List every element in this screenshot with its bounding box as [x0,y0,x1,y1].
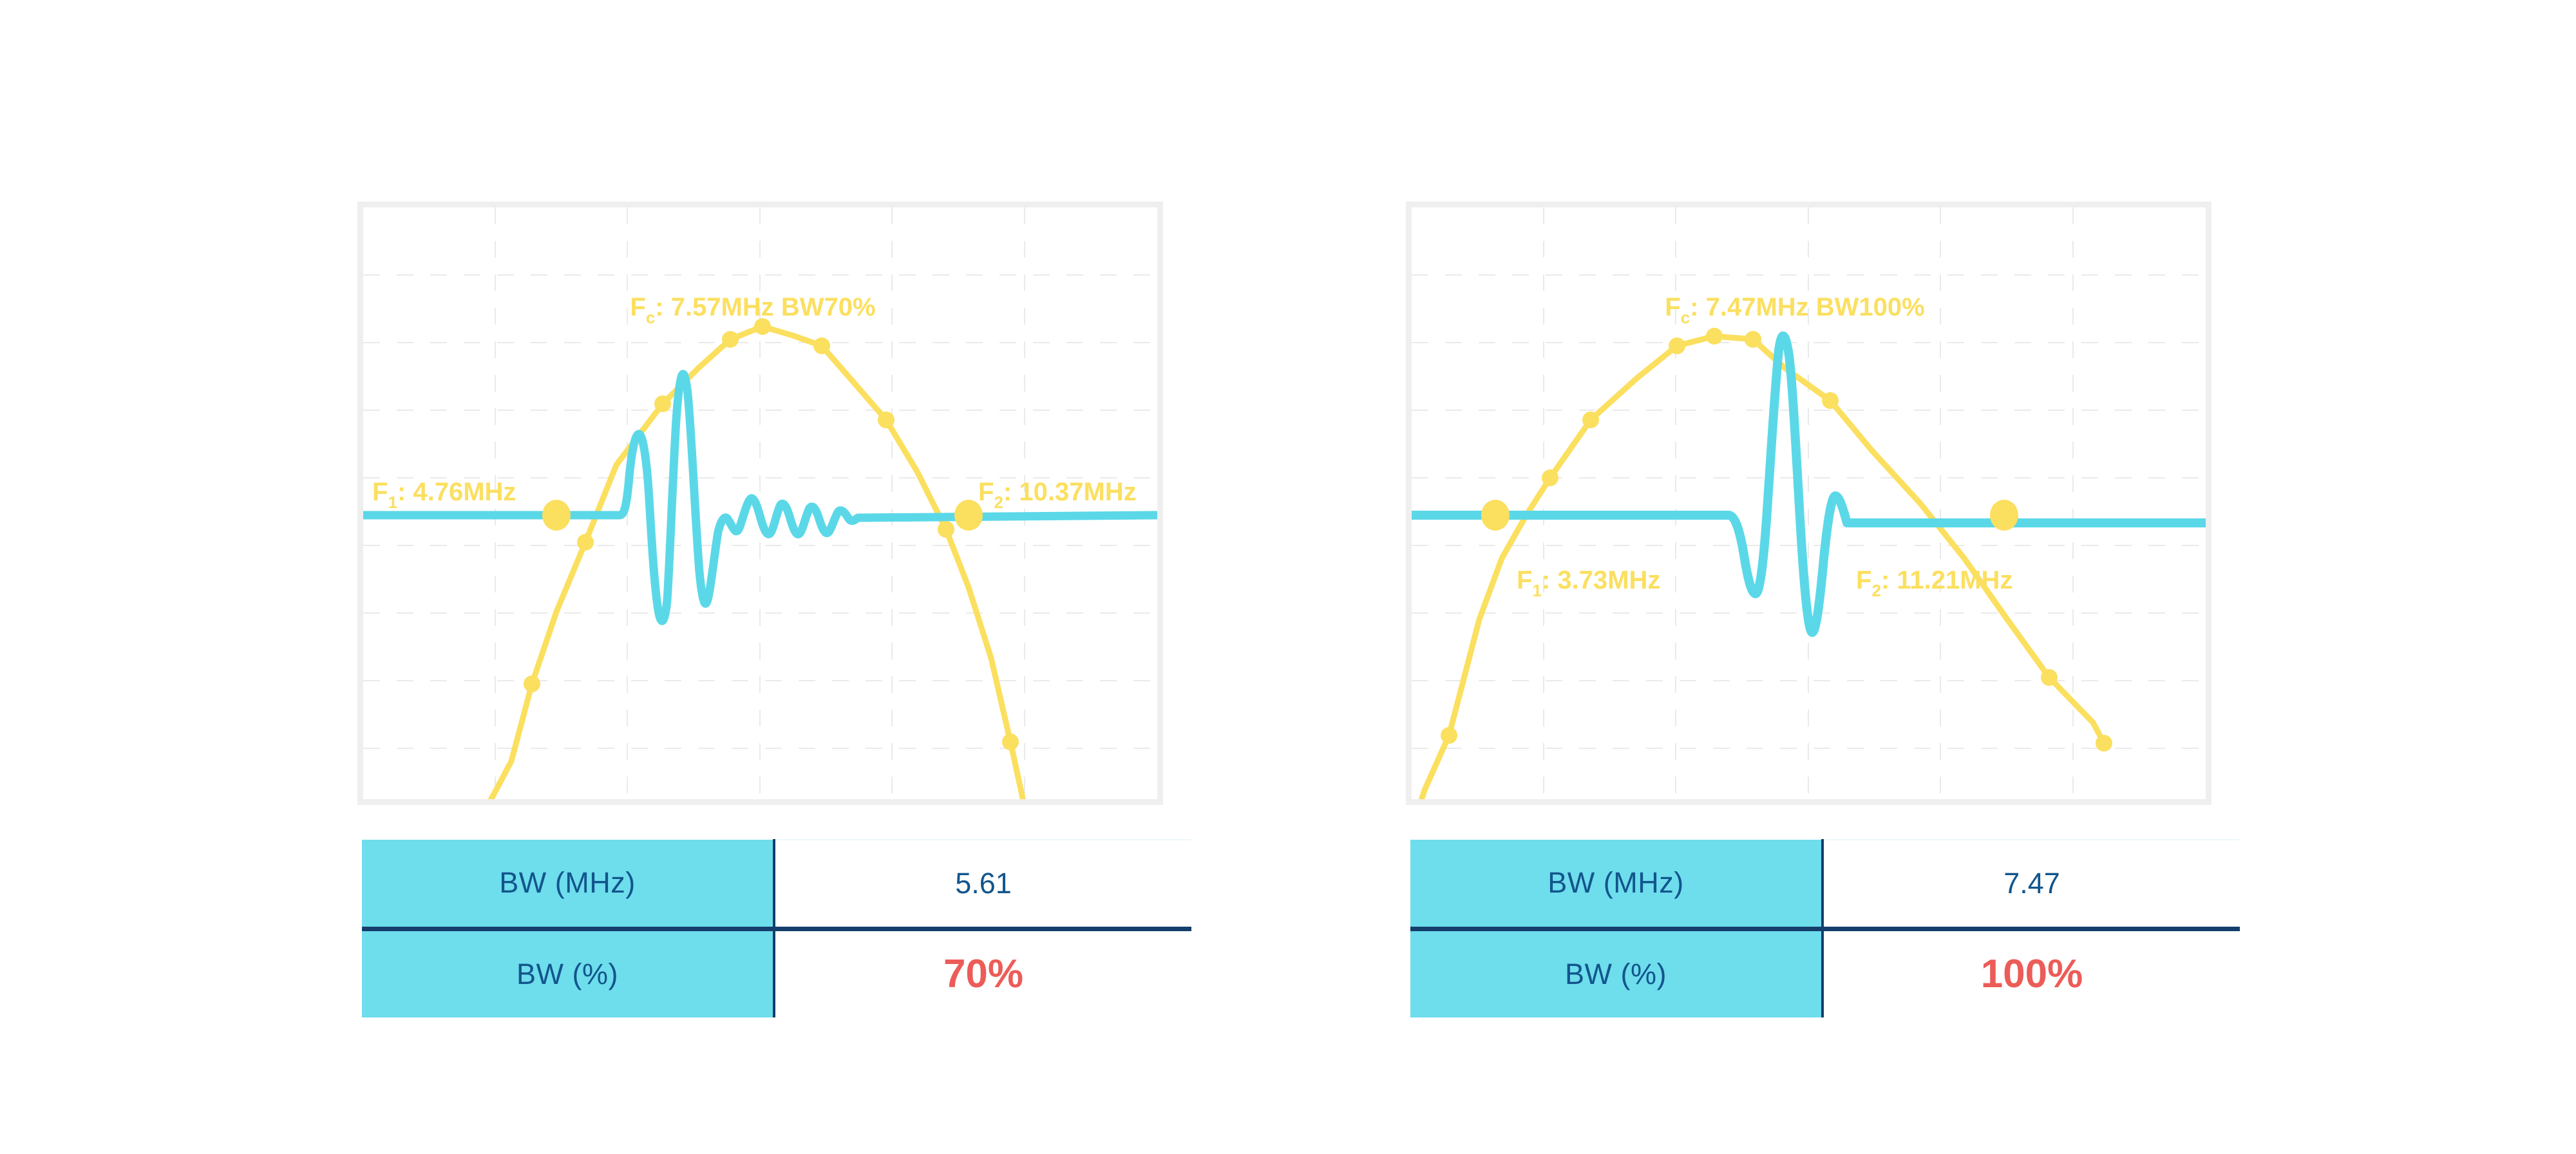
bw-percent-label-right: BW (%) [1410,929,1824,1017]
f1-text-right: : 3.73MHz [1542,566,1661,594]
bw-mhz-value-left: 5.61 [774,839,1191,931]
fc-subscript-right: c [1681,308,1690,327]
fc-prefix-right: F [1665,293,1680,321]
bw-percent-label-left: BW (%) [362,929,775,1017]
f2-text-right: : 11.21MHz [1881,566,2013,594]
f2-marker [954,500,983,531]
table-row: BW (%) 100% [1410,929,2240,1017]
spectrum-plot-left: Fc: 7.57MHz BW70% F1: 4.76MHz F2: 10.37M… [363,207,1157,799]
f1-prefix-right: F [1517,566,1532,594]
bandwidth-table-right: BW (MHz) 7.47 BW (%) 100% [1410,839,2240,1017]
fc-prefix-left: F [630,293,645,321]
f1-marker [542,500,571,531]
bw-percent-value-left: 70% [774,929,1191,1017]
bw-mhz-value-right: 7.47 [1823,839,2240,931]
spectrum-markers-left [524,318,1019,750]
f1-prefix-left: F [372,478,388,506]
f2-subscript-left: 2 [994,493,1003,512]
spectrum-curve-left [488,323,1026,799]
waveform-curve-right [1412,331,2206,637]
f2-marker [1990,500,2018,531]
fc-subscript-left: c [646,308,655,327]
table-row: BW (MHz) 7.47 [1410,839,2240,931]
annotation-f1-left: F1: 4.76MHz [372,478,516,512]
bw-percent-value-right: 100% [1823,929,2240,1017]
f2-subscript-right: 2 [1871,581,1880,600]
f1-text-left: : 4.76MHz [397,478,516,506]
f2-text-left: : 10.37MHz [1003,478,1137,506]
waveform-curve-left [363,370,1157,625]
bw-mhz-label-right: BW (MHz) [1410,840,1824,931]
annotation-f2-right: F2: 11.21MHz [1856,566,2012,600]
spectrum-panel-left: Fc: 7.57MHz BW70% F1: 4.76MHz F2: 10.37M… [357,202,1163,805]
annotation-f2-left: F2: 10.37MHz [978,478,1137,512]
annotation-f1-right: F1: 3.73MHz [1517,566,1660,600]
bw-mhz-label-left: BW (MHz) [362,840,775,931]
table-row: BW (MHz) 5.61 [362,839,1191,931]
bandwidth-table-left: BW (MHz) 5.61 BW (%) 70% [362,839,1191,1017]
bandwidth-crossing-markers-left [542,500,983,531]
f2-prefix-left: F [978,478,994,506]
fc-text-left: : 7.57MHz BW70% [655,293,875,321]
annotation-fc-left: Fc: 7.57MHz BW70% [630,293,875,327]
annotation-fc-right: Fc: 7.47MHz BW100% [1665,293,1924,327]
spectrum-panel-right: Fc: 7.47MHz BW100% F1: 3.73MHz F2: 11.21… [1406,202,2211,805]
spectrum-plot-right: Fc: 7.47MHz BW100% F1: 3.73MHz F2: 11.21… [1412,207,2206,799]
f1-marker [1481,500,1510,531]
f1-subscript-right: 1 [1532,581,1541,600]
f2-prefix-right: F [1856,566,1871,594]
spectrum-markers-right [1441,328,2112,752]
f1-subscript-left: 1 [388,493,397,512]
table-row: BW (%) 70% [362,929,1191,1017]
bandwidth-crossing-markers-right [1481,500,2018,531]
fc-text-right: : 7.47MHz BW100% [1690,293,1925,321]
